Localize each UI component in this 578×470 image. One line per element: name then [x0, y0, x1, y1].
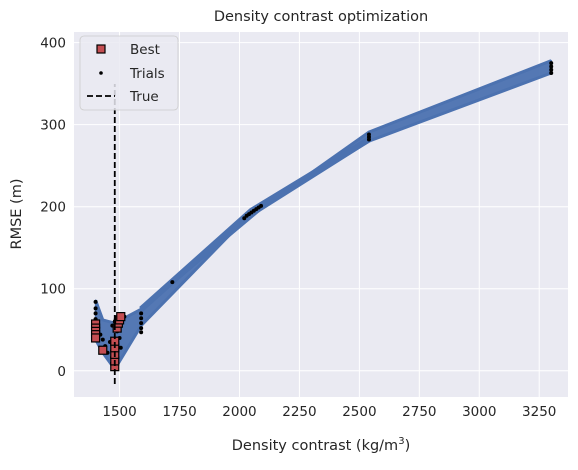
x-tick-label: 2000 — [222, 404, 256, 420]
x-tick-label: 1500 — [102, 404, 136, 420]
trial-point — [139, 330, 144, 335]
trial-point — [242, 216, 247, 221]
best-marker — [90, 333, 101, 343]
trial-point — [139, 311, 144, 316]
legend-trials-label: Trials — [129, 66, 165, 82]
trial-point — [118, 345, 123, 350]
x-axis-label: Density contrast (kg/m3) — [232, 436, 410, 454]
x-tick-label: 2250 — [282, 404, 316, 420]
y-tick-label: 400 — [40, 36, 66, 52]
trial-point — [93, 311, 98, 316]
x-tick-labels: 1500 1750 2000 2250 2500 2750 3000 3250 — [102, 404, 556, 420]
y-tick-labels: 0 100 200 300 400 — [40, 36, 66, 380]
x-tick-label: 2750 — [402, 404, 436, 420]
legend-true-label: True — [129, 89, 159, 105]
trial-point — [366, 132, 371, 137]
trial-point — [100, 337, 105, 342]
y-tick-label: 100 — [40, 282, 66, 298]
x-axis-label-sup: 3 — [398, 436, 404, 447]
y-axis-label: RMSE (m) — [9, 179, 25, 250]
trial-point — [139, 321, 144, 326]
x-axis-label-main: Density contrast (kg/m — [232, 438, 398, 454]
x-tick-label: 2500 — [342, 404, 376, 420]
legend: Best Trials True — [79, 35, 179, 111]
trial-point — [549, 61, 554, 66]
legend-best-label: Best — [130, 42, 160, 58]
trial-point — [549, 67, 554, 72]
legend-best-marker — [96, 44, 106, 54]
trial-point — [139, 326, 144, 331]
trial-point — [259, 203, 264, 208]
x-tick-label: 1750 — [162, 404, 196, 420]
legend-box — [79, 35, 179, 111]
x-axis-label-tail: ) — [405, 438, 411, 454]
x-tick-label: 3250 — [522, 404, 556, 420]
y-tick-label: 300 — [40, 118, 66, 134]
y-tick-label: 0 — [57, 364, 66, 380]
best-marker — [116, 312, 126, 322]
trial-point — [93, 306, 98, 311]
best-marker — [98, 345, 108, 355]
trial-point — [549, 71, 554, 76]
y-tick-label: 200 — [40, 200, 66, 216]
trial-point — [549, 64, 554, 69]
x-tick-label: 3000 — [462, 404, 496, 420]
trial-point — [170, 280, 175, 285]
chart-title: Density contrast optimization — [214, 9, 428, 25]
trial-point — [93, 299, 98, 304]
trial-point — [139, 316, 144, 321]
legend-trials-marker — [99, 71, 103, 75]
